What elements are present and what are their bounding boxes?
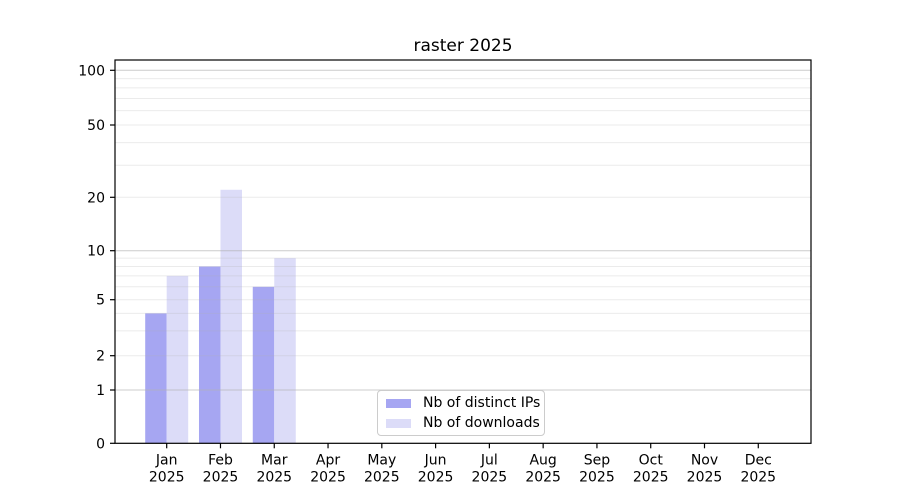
x-tick-label-year-jan: 2025 [149,469,185,485]
x-tick-label-month-jan: Jan [155,452,178,468]
x-tick-label-month-jun: Jun [424,452,447,468]
y-tick-label-1: 1 [96,383,105,399]
x-tick-label-year-apr: 2025 [310,469,346,485]
x-tick-label-year-jul: 2025 [472,469,508,485]
legend-swatch-downloads [386,418,411,428]
x-tick-label-year-nov: 2025 [687,469,723,485]
axes-frame [114,59,812,444]
x-tick-label-year-aug: 2025 [525,469,561,485]
y-tick-label-0: 0 [96,436,105,452]
x-tick-label-month-may: May [367,452,396,468]
x-tick-label-year-oct: 2025 [633,469,669,485]
legend-item-distinct-ips: Nb of distinct IPs [386,395,540,411]
x-tick-label-year-may: 2025 [364,469,400,485]
x-tick-label-month-aug: Aug [529,452,556,468]
y-tick-label-20: 20 [87,190,105,206]
bar-nb-of-downloads-jan [166,275,189,444]
bar-nb-of-distinct-ips-feb [198,266,221,444]
x-tick-label-month-sep: Sep [584,452,611,468]
x-tick-label-month-jul: Jul [480,452,498,468]
legend-label-downloads: Nb of downloads [423,415,540,431]
x-tick-label-year-feb: 2025 [203,469,239,485]
y-tick-label-2: 2 [96,349,105,365]
bar-nb-of-downloads-mar [274,258,296,444]
legend-item-downloads: Nb of downloads [386,415,540,431]
bar-nb-of-distinct-ips-jan [145,313,167,444]
y-tick-label-100: 100 [78,63,105,79]
x-tick-label-year-mar: 2025 [256,469,292,485]
x-tick-label-month-mar: Mar [261,452,288,468]
legend-swatch-distinct-ips [386,398,411,408]
y-tick-label-10: 10 [87,244,105,260]
x-tick-label-month-feb: Feb [208,452,233,468]
x-tick-label-month-dec: Dec [745,452,772,468]
chart-title: raster 2025 [413,36,513,56]
x-tick-label-year-sep: 2025 [579,469,615,485]
x-tick-label-month-oct: Oct [639,452,664,468]
y-tick-label-50: 50 [87,118,105,134]
x-tick-label-month-apr: Apr [316,452,340,468]
bar-nb-of-distinct-ips-mar [252,286,275,444]
legend-label-distinct-ips: Nb of distinct IPs [423,395,541,411]
y-tick-label-5: 5 [96,293,105,309]
x-tick-label-month-nov: Nov [691,452,718,468]
legend: Nb of distinct IPs Nb of downloads [377,390,545,436]
x-tick-label-year-dec: 2025 [740,469,776,485]
bar-nb-of-downloads-feb [220,189,242,444]
x-tick-label-year-jun: 2025 [418,469,454,485]
